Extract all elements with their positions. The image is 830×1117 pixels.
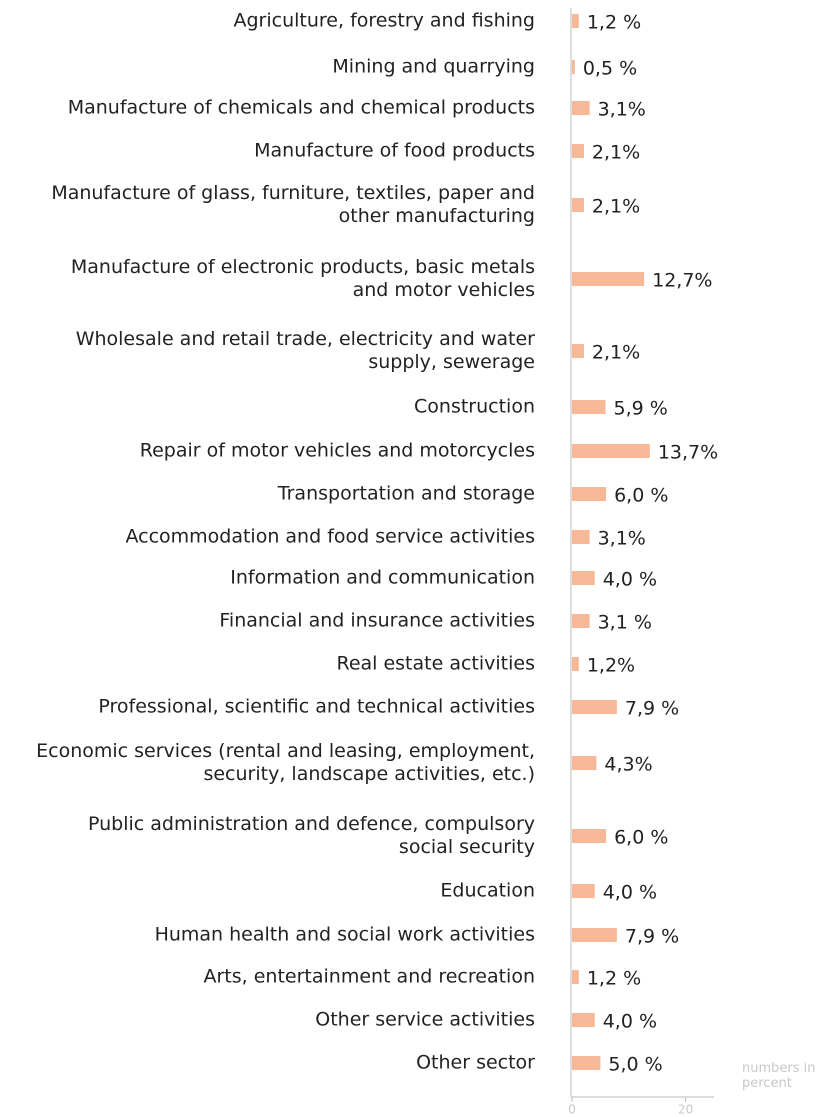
category-label: Economic services (rental and leasing, e… [36, 740, 535, 785]
value-label: 2,1% [592, 142, 640, 164]
bar [572, 530, 590, 544]
x-axis-label: numbers in percent [742, 1061, 816, 1091]
value-label: 6,0 % [614, 485, 668, 507]
bar [572, 14, 579, 28]
bar [572, 756, 597, 770]
bar [572, 829, 607, 843]
category-label: Education [440, 879, 535, 902]
category-label: Wholesale and retail trade, electricity … [75, 328, 535, 373]
bar [572, 60, 575, 74]
category-label: Other sector [416, 1051, 535, 1074]
value-label: 2,1% [592, 196, 640, 218]
bar [572, 928, 617, 942]
bar [572, 101, 590, 115]
category-label: Transportation and storage [277, 482, 535, 505]
category-label: Repair of motor vehicles and motorcycles [139, 439, 535, 462]
value-label: 3,1 % [598, 612, 652, 634]
value-label: 7,9 % [625, 698, 679, 720]
value-label: 5,0 % [608, 1054, 662, 1076]
value-label: 13,7% [658, 442, 718, 464]
bar [572, 272, 645, 286]
category-label: Other service activities [315, 1008, 535, 1031]
value-label: 4,0 % [603, 882, 657, 904]
bar [572, 344, 584, 358]
value-label: 2,1% [592, 342, 640, 364]
category-label: Manufacture of food products [254, 139, 535, 162]
value-label: 1,2% [587, 655, 635, 677]
bar [572, 144, 584, 158]
value-label: 6,0 % [614, 827, 668, 849]
value-label: 5,9 % [614, 398, 668, 420]
bar [572, 444, 650, 458]
value-label: 3,1% [598, 99, 646, 121]
bar [572, 657, 579, 671]
x-tick-label: 20 [678, 1103, 693, 1117]
value-label: 3,1% [598, 528, 646, 550]
category-label: Manufacture of chemicals and chemical pr… [67, 96, 535, 119]
bar [572, 614, 590, 628]
category-label: Information and communication [230, 566, 535, 589]
category-label: Professional, scientific and technical a… [98, 695, 535, 718]
bar [572, 1013, 595, 1027]
category-label: Arts, entertainment and recreation [203, 965, 536, 988]
bar [572, 1056, 601, 1070]
bar [572, 571, 595, 585]
bar [572, 198, 584, 212]
bar [572, 970, 579, 984]
bar [572, 884, 595, 898]
category-label: Accommodation and food service activitie… [125, 525, 535, 548]
value-label: 0,5 % [583, 58, 637, 80]
value-label: 7,9 % [625, 926, 679, 948]
category-label: Financial and insurance activities [219, 609, 535, 632]
category-label: Human health and social work activities [154, 923, 535, 946]
x-tick-label: 0 [568, 1103, 576, 1117]
bar [572, 400, 606, 414]
value-label: 12,7% [652, 270, 712, 292]
category-label: Manufacture of electronic products, basi… [70, 256, 535, 301]
category-label: Real estate activities [336, 652, 535, 675]
bar [572, 700, 617, 714]
bar [572, 487, 607, 501]
category-label: Construction [414, 395, 535, 418]
category-label: Public administration and defence, compu… [87, 813, 535, 858]
value-label: 1,2 % [587, 12, 641, 34]
value-label: 4,0 % [603, 569, 657, 591]
value-label: 1,2 % [587, 968, 641, 990]
category-label: Manufacture of glass, furniture, textile… [51, 182, 535, 227]
category-label: Agriculture, forestry and fishing [233, 9, 536, 32]
value-label: 4,0 % [603, 1011, 657, 1033]
category-label: Mining and quarrying [332, 55, 535, 78]
value-label: 4,3% [604, 754, 652, 776]
